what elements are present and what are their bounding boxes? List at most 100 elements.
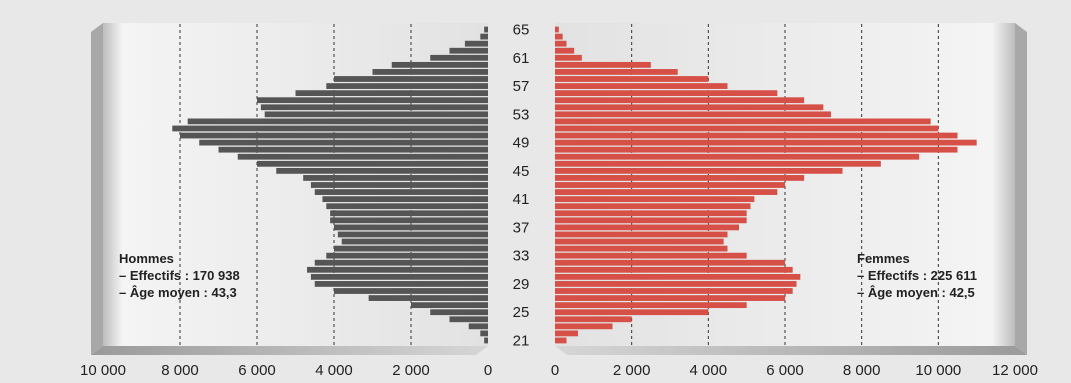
bar-femmes bbox=[555, 132, 958, 139]
right-axis-tick-label: 0 bbox=[551, 362, 559, 379]
bar-femmes bbox=[555, 252, 747, 259]
legend-femmes: Femmes – Effectifs : 225 611 – Âge moyen… bbox=[857, 251, 977, 300]
bar-hommes bbox=[326, 203, 488, 210]
bar-hommes bbox=[326, 252, 488, 259]
right-panel-edge bbox=[1015, 23, 1027, 355]
bar-hommes bbox=[326, 83, 488, 89]
bar-hommes bbox=[334, 76, 488, 82]
bar-hommes bbox=[310, 182, 488, 188]
bar-femmes bbox=[555, 182, 785, 188]
bar-hommes bbox=[218, 146, 488, 153]
bar-hommes bbox=[334, 288, 488, 294]
bar-femmes bbox=[555, 231, 728, 238]
right-axis-tick-label: 6 000 bbox=[766, 362, 804, 379]
age-tick-label: 53 bbox=[513, 106, 530, 123]
right-axis-tick-label: 12 000 bbox=[992, 362, 1038, 379]
age-tick-label: 37 bbox=[513, 219, 530, 236]
right-axis-ticks: 0 2 000 4 000 6 000 8 000 10 000 12 000 bbox=[551, 362, 1038, 379]
legend-hommes: Hommes – Effectifs : 170 938 – Âge moyen… bbox=[119, 251, 240, 300]
bar-femmes bbox=[555, 259, 785, 266]
left-axis-tick-label: 0 bbox=[484, 362, 492, 379]
bar-femmes bbox=[555, 160, 881, 167]
bar-femmes bbox=[555, 238, 724, 245]
bar-hommes bbox=[303, 175, 488, 181]
bar-femmes bbox=[555, 153, 920, 160]
bar-hommes bbox=[468, 323, 488, 330]
legend-hommes-age: – Âge moyen : 43,3 bbox=[119, 285, 237, 300]
bar-hommes bbox=[187, 118, 488, 125]
bar-hommes bbox=[314, 189, 488, 195]
left-panel-edge bbox=[91, 23, 103, 355]
age-tick-label: 25 bbox=[513, 304, 530, 321]
bar-hommes bbox=[310, 273, 488, 280]
left-axis-tick-label: 4 000 bbox=[315, 362, 353, 379]
bar-hommes bbox=[411, 302, 488, 309]
left-axis-tick-label: 8 000 bbox=[161, 362, 199, 379]
bar-hommes bbox=[334, 245, 488, 252]
bar-femmes bbox=[555, 61, 651, 68]
bar-femmes bbox=[555, 40, 567, 47]
age-tick-label: 45 bbox=[513, 163, 530, 180]
left-base bbox=[91, 346, 488, 355]
bar-hommes bbox=[464, 40, 488, 47]
bar-femmes bbox=[555, 288, 793, 294]
bar-femmes bbox=[555, 210, 747, 217]
bar-femmes bbox=[555, 266, 793, 273]
bar-femmes bbox=[555, 245, 728, 252]
bar-femmes bbox=[555, 33, 563, 40]
left-axis-tick-label: 10 000 bbox=[80, 362, 126, 379]
bar-femmes bbox=[555, 54, 582, 61]
legend-femmes-age: – Âge moyen : 42,5 bbox=[857, 285, 975, 300]
bar-femmes bbox=[555, 309, 709, 316]
bar-hommes bbox=[237, 153, 488, 160]
bar-femmes bbox=[555, 281, 797, 287]
bar-femmes bbox=[555, 125, 939, 132]
right-axis-tick-label: 2 000 bbox=[613, 362, 651, 379]
bar-hommes bbox=[337, 231, 488, 238]
bar-hommes bbox=[295, 90, 488, 97]
bar-femmes bbox=[555, 295, 785, 301]
bar-femmes bbox=[555, 273, 801, 280]
left-axis-tick-label: 6 000 bbox=[238, 362, 276, 379]
bar-hommes bbox=[341, 238, 488, 245]
right-axis-tick-label: 8 000 bbox=[843, 362, 881, 379]
age-tick-label: 33 bbox=[513, 248, 530, 265]
right-axis-tick-label: 4 000 bbox=[690, 362, 728, 379]
bar-femmes bbox=[555, 196, 755, 203]
left-axis-tick-label: 2 000 bbox=[392, 362, 430, 379]
bar-femmes bbox=[555, 189, 778, 195]
age-tick-labels: 21 25 29 33 37 41 45 49 53 57 61 65 bbox=[513, 22, 530, 350]
bar-hommes bbox=[330, 217, 488, 224]
bar-femmes bbox=[555, 76, 709, 82]
age-tick-label: 65 bbox=[513, 22, 530, 39]
bar-hommes bbox=[314, 281, 488, 287]
bar-femmes bbox=[555, 224, 739, 231]
bar-femmes bbox=[555, 217, 747, 224]
bar-hommes bbox=[330, 210, 488, 217]
bar-femmes bbox=[555, 69, 678, 75]
age-tick-label: 21 bbox=[513, 332, 530, 349]
bar-hommes bbox=[264, 111, 488, 118]
age-tick-label: 29 bbox=[513, 276, 530, 293]
legend-hommes-title: Hommes bbox=[119, 251, 174, 266]
bar-hommes bbox=[484, 26, 488, 33]
right-axis-tick-label: 10 000 bbox=[915, 362, 961, 379]
bar-hommes bbox=[449, 316, 488, 323]
femmes-bars bbox=[555, 26, 977, 344]
bar-hommes bbox=[484, 337, 488, 344]
left-axis-ticks: 10 000 8 000 6 000 4 000 2 000 0 bbox=[80, 362, 492, 379]
bar-femmes bbox=[555, 47, 575, 54]
bar-femmes bbox=[555, 97, 805, 104]
bar-hommes bbox=[430, 309, 488, 316]
legend-hommes-effectifs: – Effectifs : 170 938 bbox=[119, 268, 240, 283]
right-base bbox=[555, 346, 1027, 355]
age-tick-label: 49 bbox=[513, 135, 530, 152]
bar-femmes bbox=[555, 337, 567, 344]
bar-hommes bbox=[449, 47, 488, 54]
bar-femmes bbox=[555, 90, 778, 97]
bar-femmes bbox=[555, 83, 728, 89]
bar-femmes bbox=[555, 146, 958, 153]
bar-femmes bbox=[555, 26, 559, 33]
bar-hommes bbox=[372, 69, 488, 75]
